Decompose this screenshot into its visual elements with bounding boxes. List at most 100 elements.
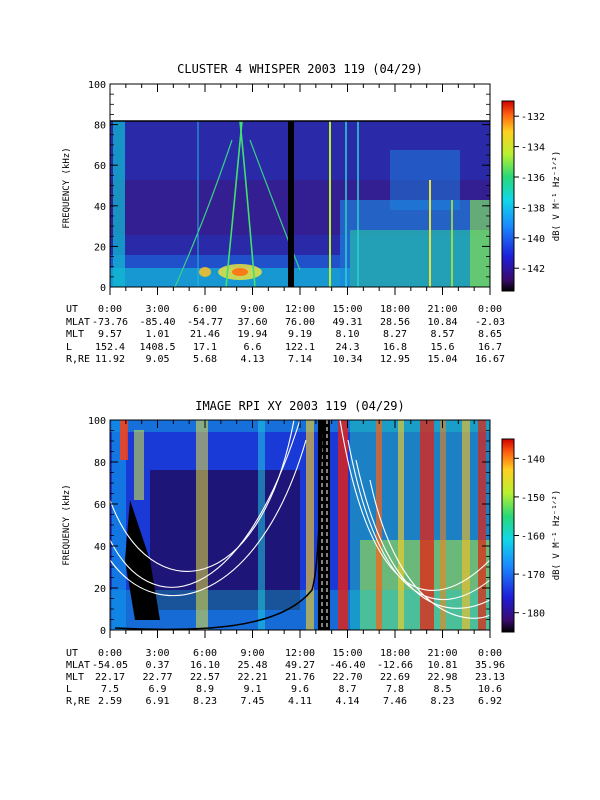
ephemeris-value: 16.10 bbox=[190, 660, 220, 671]
black-region bbox=[125, 500, 160, 620]
black-curve bbox=[114, 419, 323, 631]
colorbar-tick-label: -136 bbox=[521, 173, 545, 184]
ephemeris-value: 6.91 bbox=[145, 696, 169, 707]
ephemeris-value: 16.8 bbox=[383, 342, 407, 353]
ephemeris-value: 8.27 bbox=[383, 329, 407, 340]
colorbar-ticks: -140 -150 -160 -170 -180 bbox=[514, 454, 545, 620]
ephemeris-value: -73.76 bbox=[92, 317, 128, 328]
ephemeris-value: 7.46 bbox=[383, 696, 407, 707]
x-ticks bbox=[109, 420, 491, 638]
ephemeris-row-label: R,RE bbox=[66, 354, 90, 365]
ephemeris-value: 15:00 bbox=[332, 304, 362, 315]
colorbar-tick-label: -132 bbox=[521, 112, 545, 123]
ephemeris-value: 12:00 bbox=[285, 648, 315, 659]
colorbar-label: dB( V M⁻¹ Hz⁻¹ᐟ²) bbox=[552, 151, 562, 242]
ephemeris-value: 8.10 bbox=[335, 329, 359, 340]
ephemeris-value: 21:00 bbox=[427, 648, 457, 659]
ephemeris-row-label: MLT bbox=[66, 329, 84, 340]
spectrogram-band bbox=[398, 420, 404, 630]
spectrogram-band bbox=[112, 420, 126, 630]
ephemeris-value: 3:00 bbox=[145, 648, 169, 659]
ephemeris-row-label: UT bbox=[66, 304, 78, 315]
ephemeris-value: 22.17 bbox=[95, 672, 125, 683]
spectrogram-band bbox=[440, 420, 446, 630]
ephemeris-value: 21.46 bbox=[190, 329, 220, 340]
ephemeris-value: 15.04 bbox=[427, 354, 457, 365]
ephemeris-value: 10.6 bbox=[478, 684, 502, 695]
spectrogram-band bbox=[196, 420, 208, 630]
ephemeris-value: 35.96 bbox=[475, 660, 505, 671]
ephemeris-value: 10.34 bbox=[332, 354, 362, 365]
ephemeris-value: 25.48 bbox=[237, 660, 267, 671]
colorbar-tick-label: -180 bbox=[521, 609, 545, 620]
ephemeris-value: 15:00 bbox=[332, 648, 362, 659]
image-rpi-panel: IMAGE RPI XY 2003 119 (04/29) FREQUENCY … bbox=[62, 399, 562, 707]
ephemeris-value: 18:00 bbox=[380, 648, 410, 659]
ephemeris-value: 9:00 bbox=[240, 304, 264, 315]
ephemeris-row-label: UT bbox=[66, 648, 78, 659]
ephemeris-value: -85.40 bbox=[139, 317, 175, 328]
model-curve bbox=[355, 459, 491, 609]
ephemeris-value: 22.69 bbox=[380, 672, 410, 683]
ephemeris-value: 6:00 bbox=[193, 304, 217, 315]
spectrogram-hotspot bbox=[199, 267, 211, 277]
ephemeris-value: 4.14 bbox=[335, 696, 359, 707]
ephemeris-value: 9.6 bbox=[291, 684, 309, 695]
emission-trace bbox=[174, 139, 233, 288]
ephemeris-value: 7.8 bbox=[386, 684, 404, 695]
ephemeris-value: 122.1 bbox=[285, 342, 315, 353]
ephemeris-value: 37.60 bbox=[237, 317, 267, 328]
ephemeris-value: 12:00 bbox=[285, 304, 315, 315]
spectrogram-band bbox=[150, 470, 300, 610]
ephemeris-value: 9:00 bbox=[240, 648, 264, 659]
spectrogram-band bbox=[462, 420, 470, 630]
spectrogram-band bbox=[350, 230, 490, 287]
ephemeris-value: 8.5 bbox=[433, 684, 451, 695]
colorbar-tick-label: -134 bbox=[521, 143, 545, 154]
ephemeris-value: 24.3 bbox=[335, 342, 359, 353]
ephemeris-row-label: R,RE bbox=[66, 696, 90, 707]
ephemeris-row-label: MLT bbox=[66, 672, 84, 683]
spectrogram-band bbox=[376, 420, 382, 630]
ephemeris-value: 9.19 bbox=[288, 329, 312, 340]
model-curve bbox=[369, 479, 491, 619]
ephemeris-value: 7.14 bbox=[288, 354, 312, 365]
ephemeris-value: -12.66 bbox=[377, 660, 413, 671]
spectrogram-band bbox=[306, 420, 314, 630]
ephemeris-value: 12.95 bbox=[380, 354, 410, 365]
ephemeris-value: -46.40 bbox=[329, 660, 365, 671]
ephemeris-value: 22.21 bbox=[237, 672, 267, 683]
ephemeris-value: -54.05 bbox=[92, 660, 128, 671]
ephemeris-value: 76.00 bbox=[285, 317, 315, 328]
ephemeris-value: 16.7 bbox=[478, 342, 502, 353]
spectrogram-band bbox=[478, 420, 486, 630]
ephemeris-value: 0:00 bbox=[98, 648, 122, 659]
ephemeris-value: 9.1 bbox=[243, 684, 261, 695]
colorbar-tick-label: -142 bbox=[521, 264, 545, 275]
y-tick-label: 80 bbox=[94, 121, 106, 132]
y-tick-label: 100 bbox=[88, 416, 106, 427]
spectrogram-band bbox=[338, 420, 348, 630]
ephemeris-value: 28.56 bbox=[380, 317, 410, 328]
ephemeris-value: 18:00 bbox=[380, 304, 410, 315]
chart-title: IMAGE RPI XY 2003 119 (04/29) bbox=[195, 399, 405, 413]
colorbar-label: dB( V M⁻¹ Hz⁻¹ᐟ²) bbox=[552, 490, 562, 581]
model-curve bbox=[109, 419, 295, 572]
colorbar-tick-label: -140 bbox=[521, 454, 545, 465]
ephemeris-value: 6.92 bbox=[478, 696, 502, 707]
ephemeris-value: 22.77 bbox=[142, 672, 172, 683]
ephemeris-value: 15.6 bbox=[430, 342, 454, 353]
ephemeris-value: 8.57 bbox=[430, 329, 454, 340]
y-tick-label: 80 bbox=[94, 458, 106, 469]
spectrogram-band bbox=[120, 420, 128, 460]
ephemeris-value: 9.05 bbox=[145, 354, 169, 365]
ephemeris-value: 10.84 bbox=[427, 317, 457, 328]
ephemeris-table: UT 0:00 3:00 6:00 9:00 12:00 15:00 18:00 21:00 0:… bbox=[66, 648, 505, 707]
ephemeris-value: 22.57 bbox=[190, 672, 220, 683]
ephemeris-value: 4.13 bbox=[240, 354, 264, 365]
ephemeris-value: -2.03 bbox=[475, 317, 505, 328]
y-ticks: 0 20 40 60 80 100 bbox=[88, 416, 490, 637]
y-tick-label: 20 bbox=[94, 242, 106, 253]
y-ticks: 0 20 40 60 80 100 bbox=[88, 80, 490, 294]
